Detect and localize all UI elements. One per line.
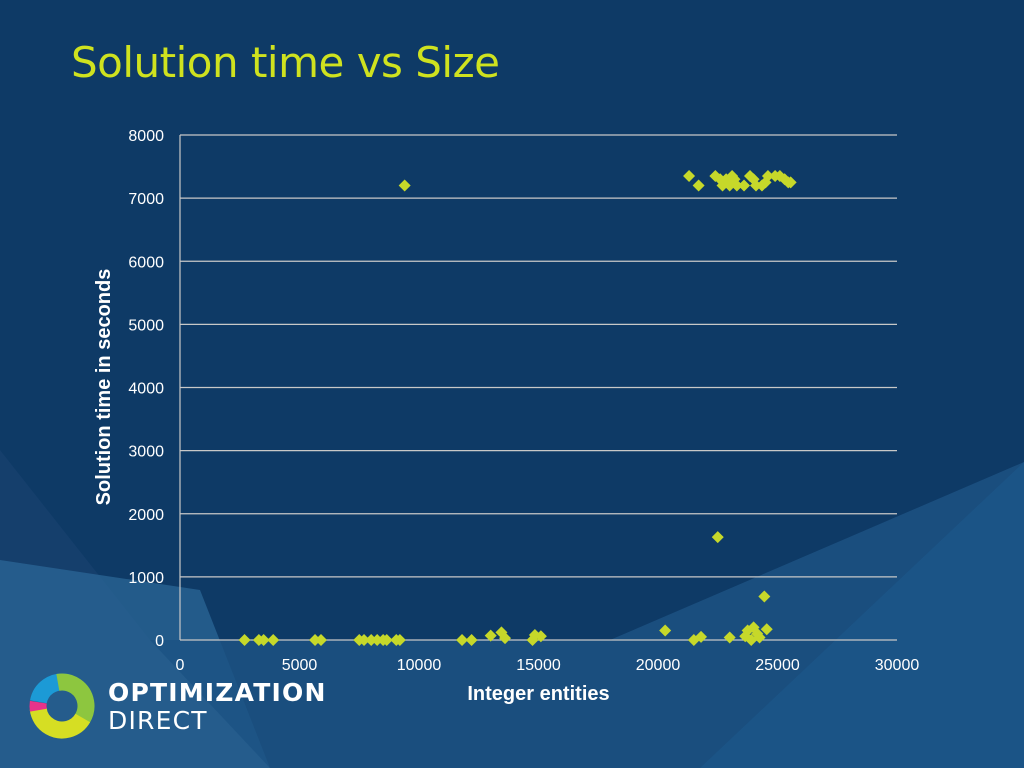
data-point	[315, 634, 328, 646]
data-point	[723, 631, 736, 644]
slide-title: Solution time vs Size	[71, 38, 500, 87]
x-tick-label: 20000	[636, 657, 681, 674]
data-point	[695, 630, 708, 643]
x-tick-label: 5000	[282, 657, 318, 674]
y-tick-label: 5000	[128, 317, 164, 334]
data-point	[257, 634, 270, 646]
data-point	[380, 634, 393, 646]
data-point	[738, 179, 751, 192]
y-tick-label: 4000	[128, 381, 164, 398]
data-point	[267, 634, 280, 646]
y-tick-label: 8000	[128, 128, 164, 145]
data-point	[456, 634, 469, 646]
data-point	[358, 634, 371, 646]
data-point	[534, 630, 547, 643]
x-tick-label: 25000	[755, 657, 800, 674]
optimization-direct-logo: OPTIMIZATION DIRECT	[28, 672, 328, 742]
y-tick-label: 6000	[128, 254, 164, 271]
y-tick-labels: 0 1000 2000 3000 4000 5000 6000 7000 8000	[128, 128, 164, 650]
y-axis-title: Solution time in seconds	[93, 269, 115, 506]
x-tick-label: 15000	[516, 657, 561, 674]
y-tick-label: 0	[155, 633, 164, 650]
logo-text-optimization: OPTIMIZATION	[108, 678, 327, 707]
data-point	[393, 634, 406, 646]
x-axis-title: Integer entities	[467, 683, 609, 705]
data-point	[484, 629, 497, 642]
logo-ring-icon	[29, 673, 95, 739]
data-point	[683, 170, 696, 183]
y-tick-label: 2000	[128, 507, 164, 524]
data-point	[238, 634, 251, 646]
data-point	[761, 170, 774, 183]
x-tick-label: 0	[176, 657, 185, 674]
y-tick-label: 1000	[128, 570, 164, 587]
data-point	[465, 634, 478, 646]
data-point	[760, 623, 773, 636]
x-tick-labels: 0 5000 10000 15000 20000 25000 30000	[176, 657, 920, 674]
data-point	[711, 531, 724, 544]
data-point	[758, 590, 771, 603]
data-point	[753, 631, 766, 644]
data-point	[659, 624, 672, 637]
data-point	[398, 179, 411, 192]
data-point	[784, 176, 797, 189]
x-tick-label: 10000	[397, 657, 442, 674]
y-tick-label: 3000	[128, 444, 164, 461]
logo-text-direct: DIRECT	[108, 706, 208, 735]
data-points	[238, 170, 797, 646]
data-point	[692, 179, 705, 192]
data-point	[730, 179, 743, 192]
data-point	[499, 632, 512, 645]
x-tick-label: 30000	[875, 657, 920, 674]
gridlines	[180, 134, 897, 578]
y-tick-label: 7000	[128, 191, 164, 208]
